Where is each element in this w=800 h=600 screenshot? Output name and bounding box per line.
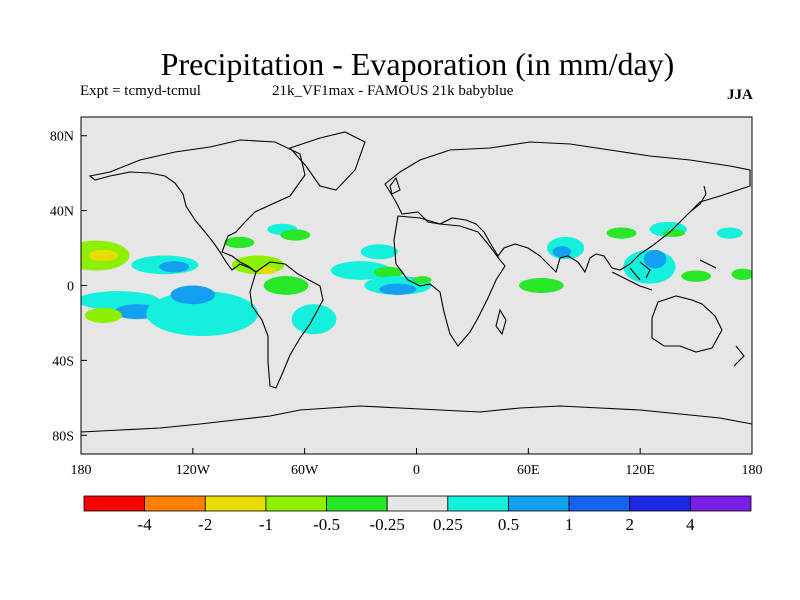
colorbar-level-label: 1 (565, 515, 574, 534)
colorbar-swatch (326, 495, 388, 512)
x-tick-label: 120E (625, 463, 655, 478)
colorbar-level-label: -2 (198, 515, 212, 534)
anomaly-region-12 (224, 236, 255, 249)
anomaly-region-29 (662, 229, 685, 237)
x-tick-label: 0 (413, 463, 420, 478)
anomaly-region-31 (716, 227, 743, 239)
colorbar-level-label: 4 (686, 515, 695, 534)
colorbar-level-label: -1 (259, 515, 273, 534)
coastline-south-america (249, 261, 324, 389)
anomaly-region-21 (412, 276, 432, 284)
coastline-japan (689, 185, 707, 213)
colorbar-swatch (508, 495, 570, 512)
y-tick-label: 80N (50, 130, 74, 145)
anomaly-region-17 (330, 261, 391, 280)
colorbar-level-label: -0.5 (313, 515, 340, 534)
anomaly-region-30 (681, 270, 711, 282)
anomaly-region-16 (360, 244, 398, 260)
coastline-antarctica (81, 405, 752, 433)
colorbar-swatch (629, 495, 691, 512)
anomaly-region-11 (263, 276, 309, 295)
y-tick-label: 80S (52, 429, 74, 444)
anomaly-region-32 (731, 268, 752, 280)
colorbar-swatch (204, 495, 267, 512)
x-tick-label: 180 (71, 463, 92, 478)
x-tick-label: 120W (176, 463, 211, 478)
coastline-islands-indonesia (611, 259, 717, 291)
anomaly-region-14 (280, 229, 311, 241)
colorbar-swatch (144, 495, 206, 512)
anomaly-region-24 (519, 278, 564, 293)
coastline-british-isles (389, 176, 401, 195)
x-tick-label: 60E (517, 463, 540, 478)
anomaly-region-23 (552, 246, 572, 258)
anomaly-region-8 (170, 285, 216, 305)
colorbar-swatch (447, 495, 509, 512)
colorbar-level-label: 2 (625, 515, 634, 534)
x-tick-label: 180 (742, 463, 763, 478)
anomaly-region-6 (84, 307, 123, 323)
colorbar-swatch (689, 495, 752, 512)
anomaly-region-27 (643, 249, 667, 269)
coastline-greenland (289, 131, 366, 191)
anomaly-region-25 (606, 227, 637, 239)
y-tick-label: 40N (50, 205, 74, 220)
colorbar-level-label: -4 (138, 515, 153, 534)
colorbar-swatch (265, 495, 327, 512)
x-tick-label: 60W (291, 463, 319, 478)
coastline-madagascar (495, 308, 507, 336)
y-tick-label: 40S (52, 354, 74, 369)
anomaly-region-1 (88, 249, 119, 262)
y-tick-label: 0 (67, 280, 74, 295)
coastline-north-america (88, 139, 306, 273)
colorbar-level-label: 0.25 (433, 515, 463, 534)
season-label: JJA (727, 87, 753, 103)
chart-title: Precipitation - Evaporation (in mm/day) (160, 46, 675, 82)
colorbar-swatch (83, 495, 146, 512)
anomaly-region-18 (373, 266, 404, 279)
anomaly-region-3 (159, 261, 190, 273)
anomaly-region-7 (146, 291, 259, 337)
colorbar-swatch (568, 495, 631, 512)
coastline-africa (393, 215, 506, 347)
coastline-eurasia (384, 141, 751, 274)
anomaly-region-10 (258, 266, 277, 275)
experiment-label: Expt = tcmyd-tcmul (80, 83, 201, 99)
anomaly-region-20 (379, 283, 417, 295)
colorbar-level-label: 0.5 (498, 515, 519, 534)
anomaly-region-15 (291, 304, 337, 335)
colorbar-level-label: -0.25 (369, 515, 404, 534)
coastline-australia (651, 295, 723, 353)
run-label: 21k_VF1max - FAMOUS 21k babyblue (272, 83, 514, 99)
colorbar-swatch (386, 495, 449, 512)
coastline-new-zealand (733, 345, 745, 367)
